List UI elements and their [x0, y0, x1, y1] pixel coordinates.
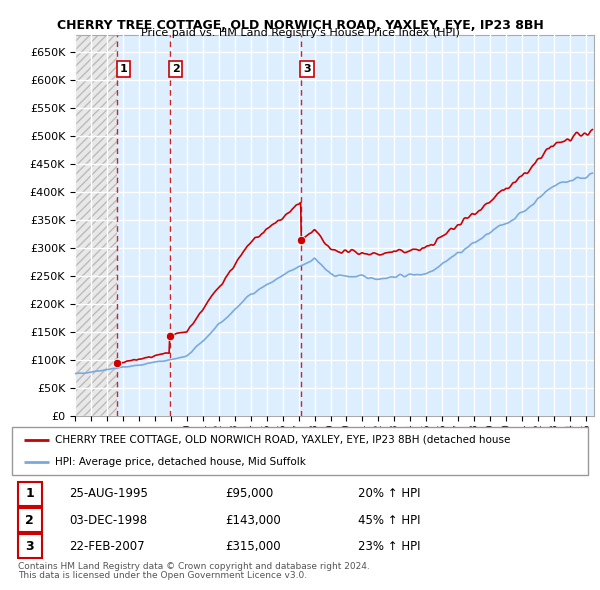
Text: 3: 3 — [303, 64, 311, 74]
Text: 25-AUG-1995: 25-AUG-1995 — [70, 487, 148, 500]
Text: 1: 1 — [25, 487, 34, 500]
Text: 20% ↑ HPI: 20% ↑ HPI — [358, 487, 420, 500]
Text: 3: 3 — [26, 540, 34, 553]
Text: 2: 2 — [25, 514, 34, 527]
Bar — [18, 508, 42, 532]
Text: 23% ↑ HPI: 23% ↑ HPI — [358, 540, 420, 553]
Text: This data is licensed under the Open Government Licence v3.0.: This data is licensed under the Open Gov… — [18, 571, 307, 580]
Text: 1: 1 — [120, 64, 127, 74]
Bar — [75, 35, 118, 416]
Bar — [75, 35, 118, 416]
Bar — [118, 35, 594, 416]
Text: £143,000: £143,000 — [225, 514, 281, 527]
Text: 22-FEB-2007: 22-FEB-2007 — [70, 540, 145, 553]
Text: Price paid vs. HM Land Registry's House Price Index (HPI): Price paid vs. HM Land Registry's House … — [140, 28, 460, 38]
Text: 03-DEC-1998: 03-DEC-1998 — [70, 514, 148, 527]
Text: 45% ↑ HPI: 45% ↑ HPI — [358, 514, 420, 527]
Text: HPI: Average price, detached house, Mid Suffolk: HPI: Average price, detached house, Mid … — [55, 457, 306, 467]
Text: £315,000: £315,000 — [225, 540, 281, 553]
Text: 2: 2 — [172, 64, 179, 74]
Bar — [18, 535, 42, 558]
Text: CHERRY TREE COTTAGE, OLD NORWICH ROAD, YAXLEY, EYE, IP23 8BH: CHERRY TREE COTTAGE, OLD NORWICH ROAD, Y… — [56, 19, 544, 32]
Bar — [18, 482, 42, 506]
Text: Contains HM Land Registry data © Crown copyright and database right 2024.: Contains HM Land Registry data © Crown c… — [18, 562, 370, 571]
Text: £95,000: £95,000 — [225, 487, 274, 500]
Text: CHERRY TREE COTTAGE, OLD NORWICH ROAD, YAXLEY, EYE, IP23 8BH (detached house: CHERRY TREE COTTAGE, OLD NORWICH ROAD, Y… — [55, 435, 511, 445]
